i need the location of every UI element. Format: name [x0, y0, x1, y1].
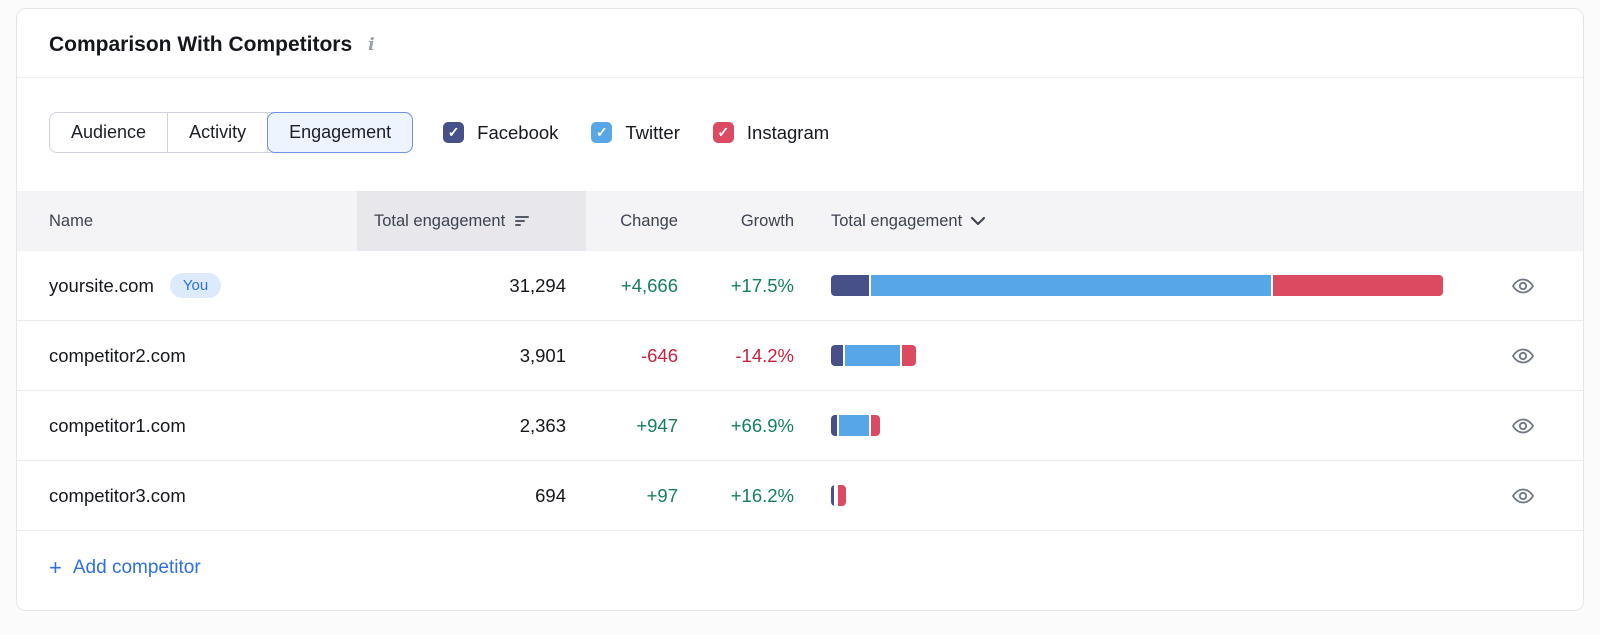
site-name-cell: competitor1.com: [17, 415, 357, 437]
facebook-bar-segment: [831, 275, 871, 296]
site-name: competitor3.com: [49, 484, 186, 506]
site-name-cell: yoursite.com You: [17, 273, 357, 298]
engagement-stacked-bar: [831, 345, 917, 366]
total-engagement-value: 2,363: [519, 414, 566, 436]
total-engagement-value: 694: [535, 484, 566, 506]
actions-cell: [1463, 340, 1583, 372]
table-row: yoursite.com You 31,294 +4,666 +17.5%: [17, 251, 1583, 321]
change-value: +97: [646, 484, 678, 506]
instagram-bar-segment: [902, 345, 917, 366]
controls-bar: Audience Activity Engagement ✓ Facebook …: [17, 78, 1583, 191]
facebook-bar-segment: [831, 345, 845, 366]
growth-value: -14.2%: [735, 344, 794, 366]
network-filters: ✓ Facebook ✓ Twitter ✓ Instagram: [443, 122, 829, 144]
engagement-bar-track: [831, 415, 1443, 436]
twitter-label: Twitter: [625, 121, 680, 143]
filter-twitter[interactable]: ✓ Twitter: [591, 121, 680, 144]
chevron-down-icon: [971, 216, 986, 225]
table-row: competitor3.com 694 +97 +16.2%: [17, 461, 1583, 531]
metric-tab-group: Audience Activity Engagement: [49, 112, 414, 153]
card-footer: + Add competitor: [17, 531, 1583, 610]
engagement-bar-track: [831, 345, 1443, 366]
twitter-bar-segment: [870, 275, 1274, 296]
site-name: competitor1.com: [49, 414, 186, 436]
engagement-bar-cell: [803, 345, 1463, 366]
facebook-checkbox[interactable]: ✓: [443, 122, 465, 143]
engagement-stacked-bar: [831, 415, 880, 436]
total-engagement-value: 3,901: [519, 344, 566, 366]
column-header-growth: Growth: [740, 211, 794, 230]
facebook-bar-segment: [831, 485, 837, 506]
column-header-breakdown-label: Total engagement: [831, 211, 963, 230]
tab-activity[interactable]: Activity: [168, 113, 269, 152]
column-header-breakdown[interactable]: Total engagement: [803, 191, 1463, 251]
engagement-bar-cell: [803, 485, 1463, 506]
instagram-bar-segment: [838, 485, 846, 506]
growth-value: +66.9%: [730, 414, 794, 436]
engagement-stacked-bar: [831, 485, 846, 506]
column-header-actions: [1463, 191, 1583, 251]
site-name-cell: competitor3.com: [17, 485, 357, 507]
total-engagement-value: 31,294: [509, 274, 566, 296]
visibility-eye-icon[interactable]: [1507, 340, 1539, 372]
tab-engagement[interactable]: Engagement: [267, 112, 414, 153]
engagement-bar-cell: [803, 415, 1463, 436]
filter-instagram[interactable]: ✓ Instagram: [712, 121, 830, 144]
change-value: +947: [636, 414, 678, 436]
change-value: -646: [640, 344, 678, 366]
table-row: competitor2.com 3,901 -646 -14.2%: [17, 321, 1583, 391]
add-competitor-label: Add competitor: [72, 557, 201, 578]
check-icon: ✓: [717, 124, 730, 140]
check-icon: ✓: [596, 124, 608, 140]
column-header-total-engagement[interactable]: Total engagement: [357, 191, 586, 251]
growth-value: +17.5%: [730, 274, 794, 296]
card-title: Comparison With Competitors: [49, 33, 353, 56]
filter-facebook[interactable]: ✓ Facebook: [443, 122, 558, 144]
table-row: competitor1.com 2,363 +947 +66.9%: [17, 391, 1583, 461]
column-header-total-label: Total engagement: [374, 211, 506, 230]
instagram-bar-segment: [871, 415, 880, 436]
growth-value: +16.2%: [730, 484, 794, 506]
plus-icon: +: [49, 555, 62, 580]
check-icon: ✓: [447, 124, 460, 140]
engagement-stacked-bar: [831, 275, 1443, 296]
you-badge: You: [169, 273, 222, 298]
actions-cell: [1463, 270, 1583, 302]
twitter-bar-segment: [844, 345, 903, 366]
instagram-bar-segment: [1273, 275, 1443, 296]
tab-audience[interactable]: Audience: [50, 113, 169, 152]
column-header-change: Change: [620, 211, 678, 230]
visibility-eye-icon[interactable]: [1507, 270, 1539, 302]
site-name: yoursite.com: [49, 274, 154, 296]
instagram-label: Instagram: [746, 121, 830, 143]
change-value: +4,666: [620, 274, 678, 296]
visibility-eye-icon[interactable]: [1507, 480, 1539, 512]
engagement-bar-track: [831, 485, 1443, 506]
sort-icon: [515, 216, 530, 226]
facebook-label: Facebook: [477, 121, 559, 143]
actions-cell: [1463, 480, 1583, 512]
add-competitor-button[interactable]: + Add competitor: [49, 557, 201, 579]
info-icon[interactable]: i: [368, 34, 375, 55]
site-name-cell: competitor2.com: [17, 345, 357, 367]
card-header: Comparison With Competitors i: [17, 9, 1583, 78]
twitter-checkbox[interactable]: ✓: [591, 122, 613, 143]
actions-cell: [1463, 410, 1583, 442]
comparison-card: Comparison With Competitors i Audience A…: [16, 8, 1584, 611]
facebook-bar-segment: [831, 415, 840, 436]
twitter-bar-segment: [836, 485, 839, 506]
twitter-bar-segment: [839, 415, 872, 436]
column-header-name: Name: [49, 211, 94, 230]
engagement-bar-track: [831, 275, 1443, 296]
site-name: competitor2.com: [49, 344, 186, 366]
table-header: Name Total engagement Change Growth Tota…: [17, 191, 1583, 251]
instagram-checkbox[interactable]: ✓: [712, 122, 734, 143]
engagement-bar-cell: [803, 275, 1463, 296]
visibility-eye-icon[interactable]: [1507, 410, 1539, 442]
